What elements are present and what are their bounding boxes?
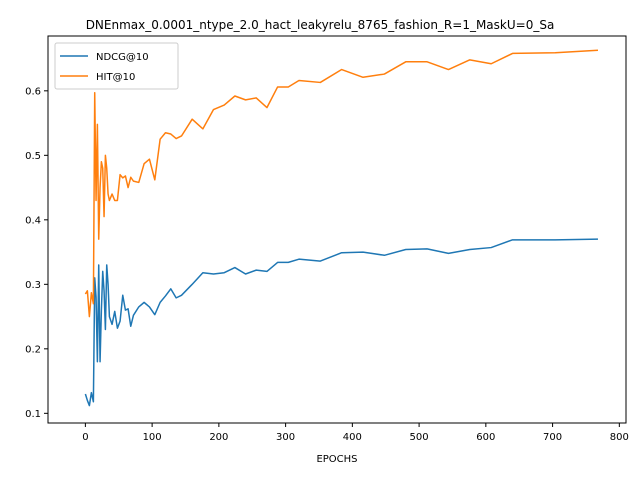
chart-title: DNEnmax_0.0001_ntype_2.0_hact_leakyrelu_…: [86, 18, 555, 32]
x-tick-label: 100: [143, 432, 162, 443]
series-line-ndcg-10: [84, 238, 598, 407]
x-tick-label: 800: [610, 432, 629, 443]
series-line-hit-10: [84, 49, 599, 318]
legend: NDCG@10 HIT@10: [54, 42, 179, 90]
legend-label: HIT@10: [96, 72, 135, 83]
x-tick-label: 500: [410, 432, 429, 443]
x-axis: 0 100 200 300 400 500 600 700 800: [82, 423, 629, 443]
y-tick-label: 0.3: [25, 280, 41, 291]
x-tick-label: 400: [343, 432, 362, 443]
x-axis-title: EPOCHS: [316, 454, 357, 465]
y-tick-label: 0.6: [25, 86, 41, 97]
x-tick-label: 700: [543, 432, 562, 443]
plot-frame: [47, 35, 627, 424]
plot-area: [84, 49, 599, 407]
x-tick-label: 200: [209, 432, 228, 443]
y-tick-label: 0.5: [25, 151, 41, 162]
legend-box: [54, 42, 179, 90]
y-axis: 0.1 0.2 0.3 0.4 0.5 0.6: [25, 86, 48, 420]
x-tick-label: 300: [276, 432, 295, 443]
x-tick-label: 0: [82, 432, 88, 443]
x-tick-label: 600: [476, 432, 495, 443]
y-tick-label: 0.2: [25, 344, 41, 355]
y-tick-label: 0.4: [25, 215, 41, 226]
y-tick-label: 0.1: [25, 409, 41, 420]
legend-label: NDCG@10: [96, 52, 149, 63]
